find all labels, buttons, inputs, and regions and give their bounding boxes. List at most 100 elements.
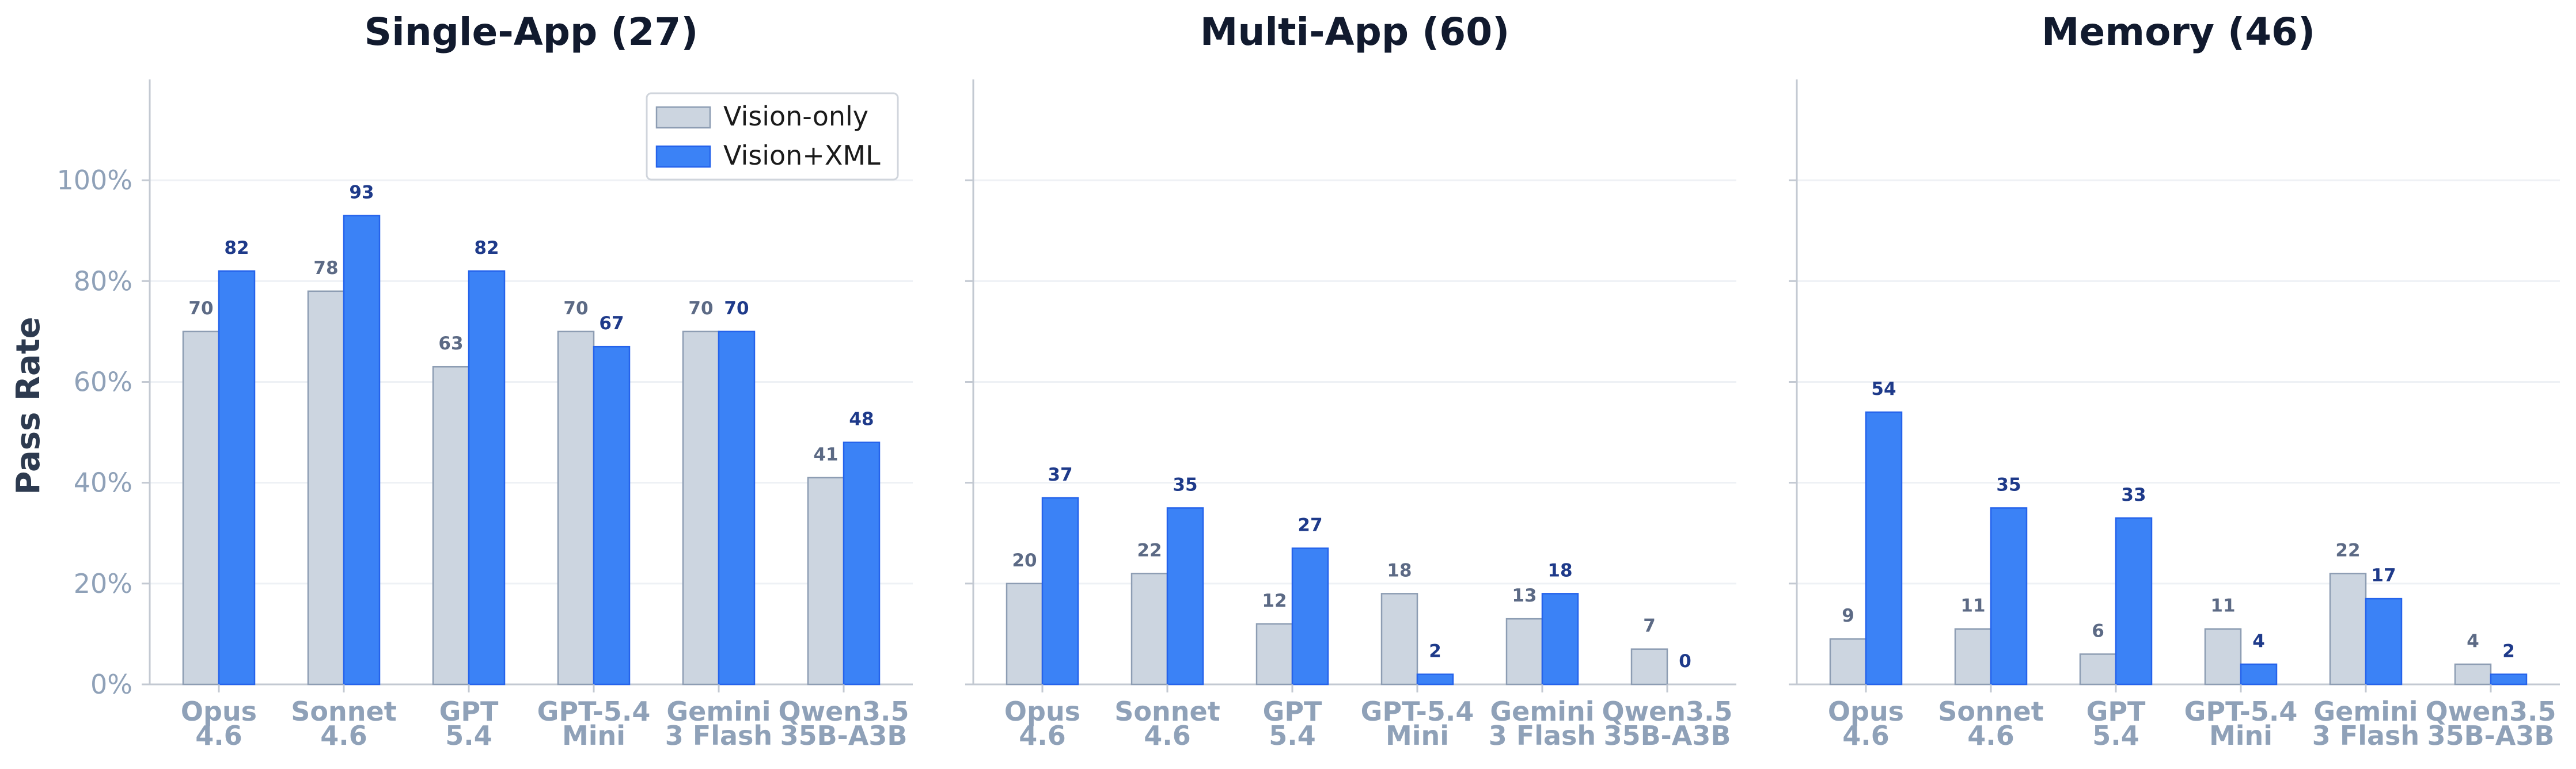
bar-vision-xml <box>1416 673 1454 686</box>
data-label-vision-xml: 4 <box>2252 631 2265 652</box>
bar-vision-only <box>807 477 845 686</box>
bar-vision-only <box>182 330 220 686</box>
data-label-vision-only: 70 <box>188 298 213 319</box>
data-label-vision-only: 70 <box>688 298 713 319</box>
data-label-vision-only: 9 <box>1842 606 1854 626</box>
x-tick-label: Gemini 3 Flash <box>1489 696 1596 751</box>
data-label-vision-only: 11 <box>2210 596 2235 616</box>
data-label-vision-xml: 82 <box>474 238 499 258</box>
legend-swatch <box>655 106 711 129</box>
x-tick-label: GPT-5.4 Mini <box>1361 696 1474 751</box>
y-tick-label: 80% <box>74 265 132 296</box>
bar-vision-only <box>2329 573 2367 686</box>
bar-vision-xml <box>1291 547 1329 686</box>
x-tick-label: Opus 4.6 <box>181 696 257 751</box>
x-tick-label: Opus 4.6 <box>1004 696 1080 751</box>
y-axis-label: Pass Rate <box>10 317 47 494</box>
data-label-vision-only: 63 <box>438 333 463 354</box>
y-tick-label: 0% <box>90 669 132 700</box>
bar-vision-only <box>1006 583 1044 686</box>
bar-vision-xml <box>1990 507 2028 686</box>
bar-vision-only <box>1630 648 1668 686</box>
x-tick-label: GPT 5.4 <box>2086 696 2146 751</box>
legend-label: Vision+XML <box>723 140 881 171</box>
y-tick-label: 20% <box>74 568 132 599</box>
data-label-vision-only: 22 <box>2335 540 2360 561</box>
bar-vision-only <box>682 330 720 686</box>
y-tick-label: 40% <box>74 467 132 498</box>
data-label-vision-xml: 33 <box>2121 485 2146 505</box>
y-tick-label: 100% <box>56 165 132 196</box>
panel-2: Multi-App (60) 2 0 37 Opus 4.6 22 35 Sonnet 4.6 12… <box>965 10 1736 751</box>
bar-vision-only <box>1829 638 1867 686</box>
data-label-vision-xml: 0 <box>1679 651 1691 672</box>
legend-swatch <box>655 145 711 168</box>
bar-vision-only <box>432 366 470 686</box>
bar-vision-xml <box>2240 663 2278 686</box>
bar-vision-xml <box>843 441 881 686</box>
data-label-vision-xml: 35 <box>1173 474 1197 495</box>
bar-vision-only <box>1505 618 1543 686</box>
data-label-vision-only: 70 <box>563 298 588 319</box>
data-label-vision-only: 11 <box>1960 596 1985 616</box>
bar-vision-only <box>557 330 595 686</box>
x-tick-label: Sonnet 4.6 <box>291 696 396 751</box>
x-tick-label: GPT 5.4 <box>1263 696 1322 751</box>
bar-vision-only <box>2204 628 2242 686</box>
bar-vision-only <box>2079 653 2117 686</box>
bar-vision-xml <box>1541 593 1579 686</box>
data-label-vision-only: 22 <box>1137 540 1162 561</box>
legend-label: Vision-only <box>723 101 868 132</box>
bar-vision-xml <box>218 270 256 686</box>
x-tick-label: Gemini 3 Flash <box>2312 696 2419 751</box>
bar-vision-xml <box>2490 673 2528 686</box>
x-tick-label: Sonnet 4.6 <box>1938 696 2043 751</box>
data-label-vision-xml: 18 <box>1547 560 1572 581</box>
data-label-vision-only: 12 <box>1262 591 1287 611</box>
data-label-vision-only: 41 <box>813 444 838 465</box>
x-tick-label: Gemini 3 Flash <box>665 696 772 751</box>
bar-vision-xml <box>1041 497 1079 686</box>
x-tick-label: Qwen3.5 35B-A3B <box>2425 696 2556 751</box>
bar-vision-only <box>1255 623 1293 686</box>
data-label-vision-xml: 35 <box>1996 474 2021 495</box>
bar-vision-xml <box>718 330 756 686</box>
bar-vision-xml <box>2115 517 2153 686</box>
bar-vision-xml <box>2365 597 2403 686</box>
bar-vision-xml <box>593 345 631 686</box>
x-tick-label: GPT 5.4 <box>439 696 499 751</box>
data-label-vision-xml: 70 <box>724 298 749 319</box>
x-tick-label: Opus 4.6 <box>1828 696 1904 751</box>
data-label-vision-xml: 37 <box>1048 465 1072 485</box>
x-tick-label: Qwen3.5 35B-A3B <box>778 696 909 751</box>
x-tick-label: GPT-5.4 Mini <box>2184 696 2298 751</box>
data-label-vision-xml: 27 <box>1298 515 1322 536</box>
data-label-vision-only: 13 <box>1512 585 1537 606</box>
data-label-vision-xml: 2 <box>2502 641 2515 661</box>
x-tick-label: Sonnet 4.6 <box>1114 696 1220 751</box>
bar-vision-only <box>307 290 345 686</box>
panel-title: Multi-App (60) <box>1200 10 1510 54</box>
panel-1: Single-App (27) 0% 20% 40% 60% 80% 100% 70 82 Opu… <box>56 10 913 751</box>
bar-vision-only <box>1954 628 1992 686</box>
y-tick-label: 60% <box>74 367 132 398</box>
bar-vision-only <box>1130 573 1169 686</box>
data-label-vision-only: 78 <box>313 258 338 279</box>
legend: Vision-only Vision+XML <box>646 92 899 181</box>
data-label-vision-only: 6 <box>2092 620 2104 641</box>
bar-vision-xml <box>1865 411 1903 686</box>
x-tick-label: Qwen3.5 35B-A3B <box>1602 696 1732 751</box>
data-label-vision-xml: 48 <box>849 409 874 430</box>
data-label-vision-only: 4 <box>2467 631 2479 652</box>
data-label-vision-xml: 2 <box>1429 641 1441 661</box>
panel-3: Memory (46) 9 54 Opus 4.6 11 35 Sonnet 4.6 6 33 GPT… <box>1789 10 2560 751</box>
data-label-vision-xml: 54 <box>1871 379 1896 399</box>
panel-title: Single-App (27) <box>365 10 699 54</box>
data-label-vision-xml: 82 <box>224 238 249 258</box>
data-label-vision-only: 7 <box>1643 616 1656 637</box>
bar-vision-xml <box>1166 507 1204 686</box>
data-label-vision-xml: 67 <box>599 313 624 334</box>
panel-title: Memory (46) <box>2042 10 2315 54</box>
bar-vision-xml <box>343 215 381 686</box>
